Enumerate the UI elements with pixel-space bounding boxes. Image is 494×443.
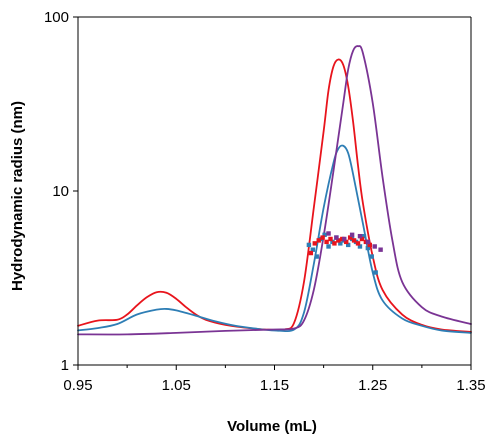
scatter-point-2: [312, 241, 317, 246]
y-tick-label: 10: [52, 183, 69, 200]
scatter-point-2: [328, 236, 333, 242]
scatter-point-3: [349, 232, 355, 238]
scatter-point-2: [367, 242, 373, 248]
scatter-point-2: [324, 239, 329, 245]
scatter-point-2: [347, 235, 353, 240]
scatter-point-1: [326, 244, 331, 249]
y-tick-label: 1: [61, 357, 69, 374]
scatter-point-2: [332, 241, 337, 246]
y-tick-label: 100: [44, 9, 69, 26]
scatter-point-2: [355, 241, 361, 246]
scatter-point-3: [334, 235, 339, 240]
scatter-point-3: [372, 244, 377, 249]
scatter-layer: [306, 231, 383, 275]
scatter-point-1: [361, 233, 367, 239]
x-tick-label: 1.35: [456, 377, 485, 394]
scatter-point-2: [316, 238, 321, 243]
x-tick-label: 1.15: [260, 377, 289, 394]
scatter-point-3: [326, 231, 331, 236]
scatter-point-2: [344, 239, 349, 245]
scatter-point-1: [322, 232, 327, 238]
scatter-point-1: [369, 254, 374, 259]
scatter-point-1: [373, 270, 378, 275]
series-line-3: [77, 45, 472, 336]
scatter-point-3: [357, 233, 363, 239]
series-line-2: [77, 144, 472, 334]
scatter-point-2: [336, 238, 341, 243]
scatter-point-1: [310, 247, 316, 252]
axes-layer: 0.95 1.05 1.15 1.25 1.35 1 10 100: [44, 9, 486, 394]
x-tick-label: 0.95: [63, 377, 92, 394]
series-layer: [77, 45, 472, 336]
scatter-point-2: [359, 236, 365, 242]
scatter-point-3: [378, 247, 383, 252]
y-axis-title: Hydrodynamic radius (nm): [9, 101, 26, 291]
scatter-point-1: [357, 244, 363, 249]
scatter-point-1: [345, 242, 351, 248]
scatter-point-3: [342, 236, 347, 242]
scatter-point-1: [338, 241, 343, 246]
scatter-point-1: [365, 245, 371, 251]
scatter-point-1: [306, 242, 312, 248]
scatter-point-3: [365, 239, 371, 245]
series-line-1: [77, 58, 472, 333]
scatter-point-2: [351, 238, 357, 243]
x-axis-title: Volume (mL): [227, 418, 317, 435]
x-tick-label: 1.05: [162, 377, 191, 394]
scatter-point-2: [308, 250, 314, 256]
scatter-point-1: [314, 254, 319, 259]
scatter-point-2: [320, 235, 325, 240]
x-tick-label: 1.25: [358, 377, 387, 394]
